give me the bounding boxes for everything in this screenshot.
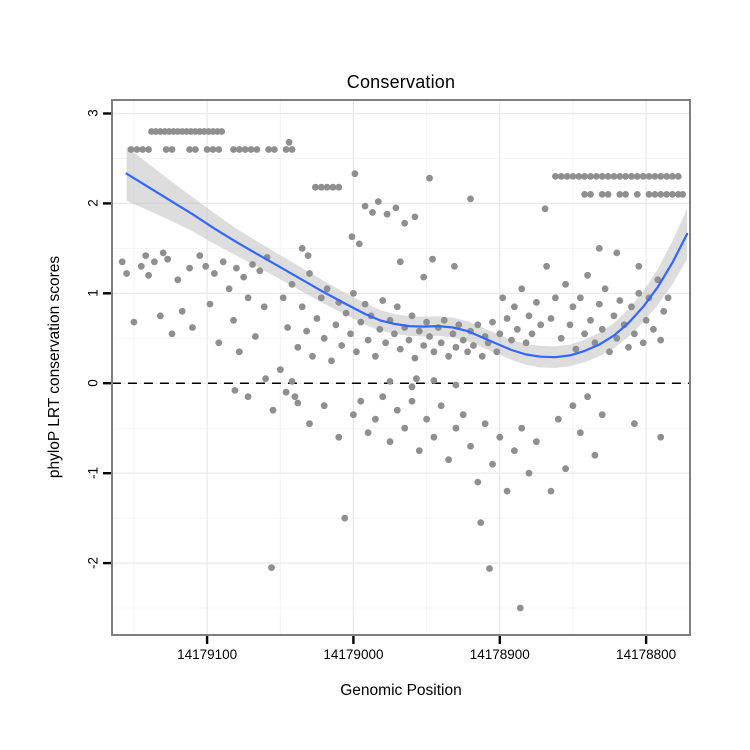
y-tick-label: -2 <box>85 557 101 570</box>
x-tick-label: 14178800 <box>616 647 677 662</box>
y-tick-label: 2 <box>85 199 101 208</box>
x-axis-title: Genomic Position <box>340 682 462 699</box>
x-tick-label: 14178900 <box>469 647 530 662</box>
plot-title: Conservation <box>346 72 456 92</box>
y-tick-label: -1 <box>85 467 101 480</box>
y-tick-label: 3 <box>85 109 101 118</box>
y-tick-label: 0 <box>85 379 101 387</box>
y-axis-title: phyloP LRT conservation scores <box>46 255 63 479</box>
x-tick-label: 14179100 <box>177 647 238 662</box>
x-tick-label: 14179000 <box>323 647 384 662</box>
y-tick-label: 1 <box>85 289 101 298</box>
